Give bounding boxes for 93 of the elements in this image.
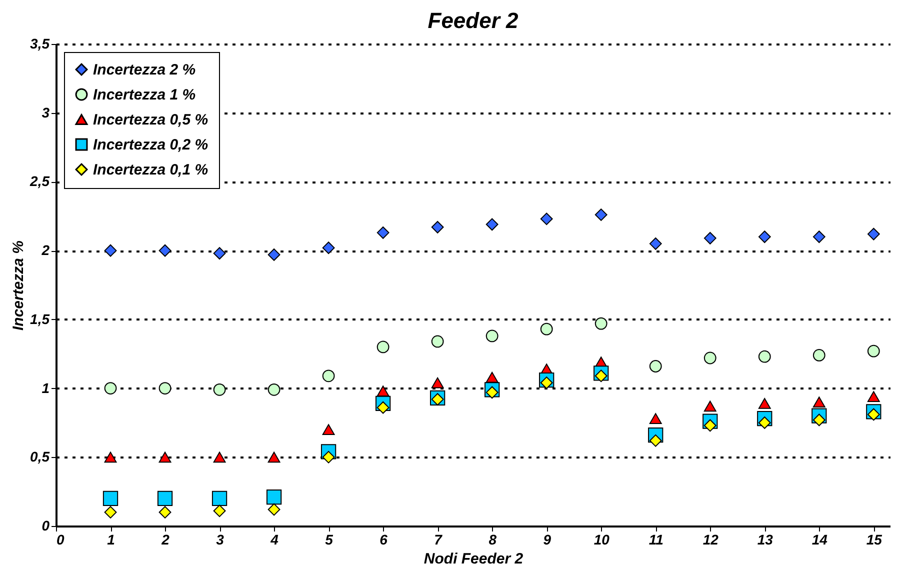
point	[812, 349, 826, 362]
point	[758, 350, 771, 363]
point	[268, 452, 280, 463]
point	[594, 317, 608, 330]
y-tick-label: 0	[42, 518, 50, 534]
point	[758, 416, 771, 429]
point	[268, 503, 280, 516]
point	[540, 376, 553, 389]
point	[213, 383, 226, 396]
point	[431, 393, 444, 406]
x-tick-label: 13	[757, 532, 774, 548]
point	[486, 386, 498, 399]
legend-label: Incertezza 0,5 %	[93, 112, 208, 128]
point	[867, 391, 880, 402]
point	[213, 247, 226, 260]
x-tick-label: 7	[434, 532, 444, 548]
point	[376, 386, 390, 396]
point	[104, 506, 117, 518]
point	[158, 382, 172, 394]
point	[157, 490, 173, 506]
point	[812, 414, 826, 426]
point	[594, 370, 608, 382]
x-tick-label: 12	[702, 532, 719, 548]
y-tick-label: 2,5	[29, 173, 50, 190]
point	[540, 322, 553, 336]
point	[704, 419, 716, 432]
point	[594, 208, 608, 221]
x-tick-label: 1	[107, 532, 116, 548]
point	[649, 360, 662, 372]
x-tick-label: 5	[325, 532, 334, 548]
x-tick-label: 10	[594, 532, 610, 548]
point	[812, 230, 826, 243]
legend-label: Incertezza 0,1 %	[93, 162, 208, 178]
legend-label: Incertezza 2 %	[93, 62, 196, 78]
x-tick-label: 11	[648, 532, 664, 548]
point	[158, 506, 172, 518]
x-tick-label: 6	[380, 532, 388, 548]
point	[268, 383, 280, 396]
x-tick-label: 3	[216, 532, 224, 548]
chart-title: Feeder 2	[428, 8, 520, 33]
point	[376, 226, 390, 239]
point	[322, 370, 335, 382]
point	[104, 244, 117, 257]
point	[431, 335, 444, 348]
point	[704, 400, 716, 412]
point	[431, 377, 444, 388]
point	[649, 237, 662, 250]
point	[266, 490, 282, 505]
point	[867, 228, 880, 240]
point	[102, 490, 118, 506]
point	[158, 452, 172, 463]
x-axis-title: Nodi Feeder 2	[424, 550, 524, 568]
legend-label: Incertezza 0,2 %	[93, 136, 208, 154]
point	[431, 220, 444, 234]
y-axis-title: Incertezza %	[10, 240, 28, 331]
x-tick-label: 8	[488, 532, 497, 548]
point	[812, 396, 826, 408]
point	[268, 248, 280, 261]
y-tick-label: 0,5	[30, 448, 50, 465]
point	[158, 244, 172, 257]
point	[486, 330, 498, 342]
y-tick-label: 3	[42, 104, 50, 120]
point	[486, 218, 498, 231]
point	[376, 401, 390, 414]
point	[213, 452, 226, 463]
point	[867, 408, 880, 421]
y-tick-label: 2	[40, 242, 50, 258]
point	[322, 450, 335, 464]
y-tick-label: 1,5	[30, 310, 50, 327]
y-tick-label: 3,5	[30, 36, 50, 52]
point	[704, 232, 716, 244]
point	[704, 352, 716, 364]
point	[322, 242, 335, 254]
point	[213, 504, 226, 518]
x-tick-label: 15	[866, 532, 882, 548]
point	[758, 398, 771, 409]
point	[867, 344, 880, 358]
x-tick-label: 4	[270, 532, 279, 548]
point	[649, 434, 662, 447]
point	[322, 424, 335, 436]
point	[212, 490, 228, 506]
point	[649, 413, 662, 424]
point	[758, 230, 771, 243]
point	[540, 212, 553, 226]
x-tick-label: 0	[56, 532, 64, 548]
legend-label: Incertezza 1 %	[93, 86, 196, 104]
x-tick-label: 2	[160, 532, 170, 548]
point	[104, 452, 117, 463]
point	[376, 340, 390, 354]
x-tick-label: 14	[812, 532, 828, 548]
y-tick-label: 1	[42, 380, 50, 396]
x-tick-label: 9	[543, 532, 552, 548]
point	[104, 382, 117, 394]
